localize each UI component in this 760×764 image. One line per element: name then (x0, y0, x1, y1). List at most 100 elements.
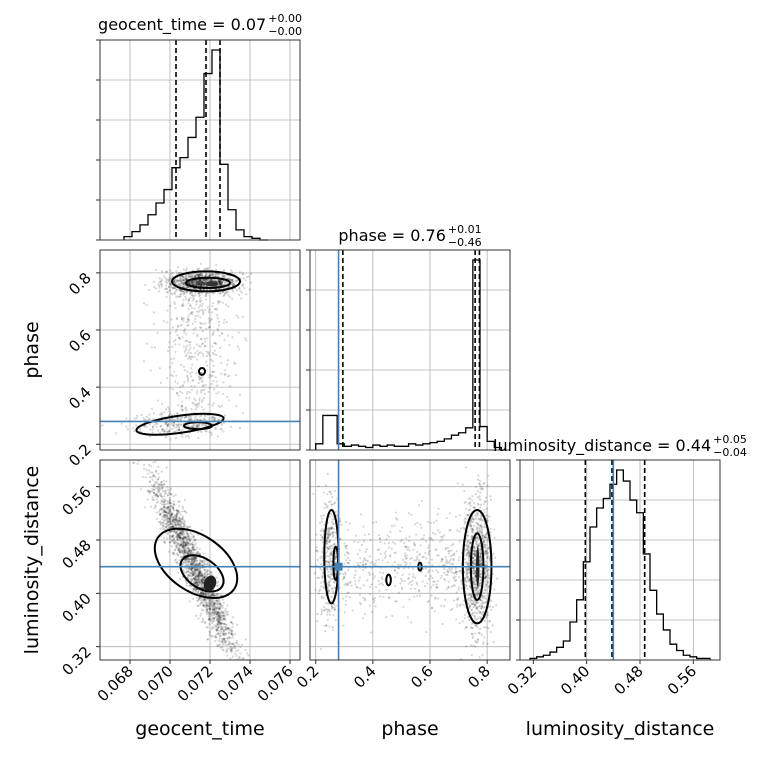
sample-point (217, 435, 219, 437)
sample-point (207, 602, 209, 604)
sample-point (456, 529, 458, 531)
sample-point (196, 560, 198, 562)
sample-point (191, 371, 193, 373)
sample-point (198, 345, 200, 347)
sample-point (156, 512, 158, 514)
sample-point (405, 537, 407, 539)
sample-point (145, 416, 147, 418)
sample-point (213, 365, 215, 367)
sample-point (188, 418, 190, 420)
sample-point (169, 523, 171, 525)
sample-point (161, 504, 163, 506)
sample-point (239, 394, 241, 396)
sample-point (197, 273, 199, 275)
sample-point (167, 519, 169, 521)
sample-point (345, 604, 347, 606)
sample-point (213, 331, 215, 333)
sample-point (199, 615, 201, 617)
sample-point (439, 531, 441, 533)
sample-point (184, 499, 186, 501)
sample-point (165, 526, 167, 528)
sample-point (481, 486, 483, 488)
sample-point (205, 293, 207, 295)
sample-point (222, 381, 224, 383)
sample-point (232, 643, 234, 645)
sample-point (217, 633, 219, 635)
sample-point (342, 573, 344, 575)
sample-point (183, 524, 185, 526)
sample-point (412, 549, 414, 551)
sample-point (142, 457, 144, 459)
sample-point (158, 290, 160, 292)
sample-point (189, 341, 191, 343)
sample-point (201, 406, 203, 408)
sample-point (154, 424, 156, 426)
sample-point (179, 277, 181, 279)
sample-point (153, 311, 155, 313)
sample-point (424, 585, 426, 587)
sample-point (320, 539, 322, 541)
sample-point (211, 594, 213, 596)
sample-point (213, 617, 215, 619)
sample-point (187, 303, 189, 305)
sample-point (115, 432, 117, 434)
sample-point (201, 381, 203, 383)
sample-point (384, 542, 386, 544)
sample-point (169, 387, 171, 389)
sample-point (145, 469, 147, 471)
sample-point (193, 536, 195, 538)
sample-point (193, 577, 195, 579)
sample-point (224, 623, 226, 625)
sample-point (207, 391, 209, 393)
sample-point (184, 276, 186, 278)
sample-point (441, 623, 443, 625)
sample-point (241, 657, 243, 659)
sample-point (171, 362, 173, 364)
sample-point (190, 352, 192, 354)
sample-point (323, 625, 325, 627)
sample-point (465, 508, 467, 510)
sample-point (187, 546, 189, 548)
sample-point (477, 639, 479, 641)
sample-point (163, 320, 165, 322)
sample-point (345, 600, 347, 602)
sample-point (226, 364, 228, 366)
sample-point (215, 273, 217, 275)
sample-point (356, 562, 358, 564)
sample-point (158, 484, 160, 486)
sample-point (151, 476, 153, 478)
sample-point (170, 286, 172, 288)
sample-point (427, 562, 429, 564)
sample-point (488, 516, 490, 518)
sample-point (433, 581, 435, 583)
sample-point (359, 549, 361, 551)
sample-point (231, 336, 233, 338)
sample-point (187, 552, 189, 554)
sample-point (159, 425, 161, 427)
sample-point (326, 507, 328, 509)
sample-point (384, 552, 386, 554)
sample-point (172, 326, 174, 328)
sample-point (243, 703, 245, 705)
sample-point (208, 321, 210, 323)
sample-point (168, 276, 170, 278)
sample-point (193, 295, 195, 297)
sample-point (404, 552, 406, 554)
sample-point (169, 289, 171, 291)
sample-point (171, 428, 173, 430)
sample-point (475, 624, 477, 626)
sample-point (246, 276, 248, 278)
sample-point (218, 630, 220, 632)
sample-point (151, 408, 153, 410)
sample-point (235, 405, 237, 407)
sample-point (215, 636, 217, 638)
sample-point (470, 644, 472, 646)
sample-point (216, 595, 218, 597)
sample-point (409, 581, 411, 583)
sample-point (203, 569, 205, 571)
sample-point (487, 475, 489, 477)
sample-point (428, 578, 430, 580)
sample-point (179, 513, 181, 515)
sample-point (200, 297, 202, 299)
sample-point (160, 382, 162, 384)
